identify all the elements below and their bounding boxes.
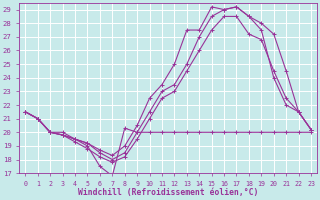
- X-axis label: Windchill (Refroidissement éolien,°C): Windchill (Refroidissement éolien,°C): [78, 188, 258, 197]
